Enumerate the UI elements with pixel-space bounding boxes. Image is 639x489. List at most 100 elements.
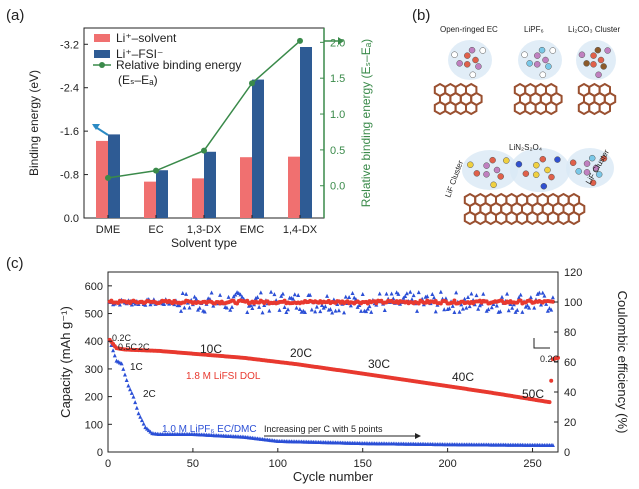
annot-0-5c: 0.5C <box>118 342 138 352</box>
ce-point-lipf6 <box>515 307 520 312</box>
ce-point-lipf6 <box>228 307 233 312</box>
ce-point-lipf6 <box>309 307 314 312</box>
ce-point-lipf6 <box>202 309 207 314</box>
capacity-point-lipf6 <box>124 378 129 382</box>
ce-point-lipf6 <box>197 305 202 310</box>
graphene-hexagon <box>505 210 518 226</box>
ce-point-lipf6 <box>532 305 537 310</box>
y2-tick-label: 1.0 <box>330 109 345 121</box>
ce-point-lipf6 <box>460 306 465 311</box>
ce-point-lipf6 <box>269 289 274 294</box>
lif-cluster-right-atom <box>589 179 597 187</box>
capacity-point-lipf6 <box>139 418 144 423</box>
ce-point-lipf6 <box>516 295 521 300</box>
ce-point-lipf6 <box>518 292 523 297</box>
chart-c-xlabel: Cycle number <box>293 469 374 484</box>
lin2s2o4-cluster-atom <box>539 155 547 163</box>
label-li2co3: Li₂CO₃ Cluster <box>568 25 620 34</box>
ce-point-lipf6 <box>333 308 338 313</box>
ce-point-lipf6 <box>528 295 533 300</box>
open-ringed-ec-atom <box>475 63 482 70</box>
ce-point-lipf6 <box>321 305 326 310</box>
annot-1c: 1C <box>130 362 143 373</box>
ce-point-lipf6 <box>415 308 420 313</box>
ce-point-lipf6 <box>539 302 544 307</box>
ce-point-lipf6 <box>384 291 389 296</box>
chart-c-ylabel: Capacity (mAh g⁻¹) <box>58 306 73 418</box>
ce-point-lipf6 <box>454 290 459 295</box>
ce-point-lipf6 <box>486 307 491 312</box>
graphene-hexagon <box>567 210 581 226</box>
ce-point-lipf6 <box>260 310 265 315</box>
ce-point-lipf6 <box>187 305 192 310</box>
x-tick-label: EMC <box>240 224 265 236</box>
ce-point-lipf6 <box>209 290 214 295</box>
ce-point-lipf6 <box>464 305 469 310</box>
chart-a-ylabel: Binding energy (eV) <box>27 70 41 176</box>
ce-point-lipf6 <box>267 308 272 313</box>
graphene-hexagon <box>444 100 457 116</box>
graphene-hexagon <box>484 210 497 226</box>
ce-point-lipf6 <box>357 302 362 307</box>
panel-label-b: (b) <box>412 7 430 24</box>
arrow-head-a <box>92 124 100 130</box>
ce-point-lipf6 <box>292 292 297 297</box>
y-tick-label: 200 <box>85 392 103 404</box>
lin2s2o4-cluster-atom <box>522 170 530 177</box>
graphene-hexagon <box>524 100 537 116</box>
capacity-point-lipf6 <box>126 383 131 388</box>
ce-point-lipf6 <box>403 293 408 298</box>
label-lif-cluster-left: LiF Cluster <box>443 159 465 199</box>
lipf6-cluster-atom <box>534 52 541 59</box>
lin2s2o4-cluster-atom <box>515 160 523 168</box>
lin2s2o4-cluster-atom <box>544 166 551 174</box>
bar-li-solvent-3 <box>240 157 252 218</box>
cycling-chart: 0 50 100 150 200 250 0 100 200 300 400 500 600 0 20 40 6… <box>58 267 630 484</box>
lif-cluster-left-atom <box>489 156 496 164</box>
ce-point-lipf6 <box>394 290 399 295</box>
graphene-hexagon <box>557 210 570 226</box>
y-tick-label: 600 <box>85 281 103 293</box>
ce-point-lipf6 <box>523 304 528 309</box>
ce-point-lipf6 <box>211 303 216 308</box>
capacity-point-lipf6 <box>136 411 141 416</box>
graphene-hexagon <box>534 100 547 116</box>
ce-point-lipf6 <box>508 301 513 306</box>
y-tick-label: -1.6 <box>60 126 79 138</box>
graphene-hexagon <box>495 210 508 226</box>
legend-label-line: Relative binding energy <box>116 58 241 72</box>
ce-point-lipf6 <box>294 305 299 310</box>
ce-point-lipf6 <box>343 294 348 299</box>
lif-cluster-right-atom <box>588 154 596 162</box>
ce-point-lipf6 <box>365 306 370 311</box>
ce-point-lipf6 <box>476 306 481 311</box>
label-lipf6: LiPF₆ <box>524 25 544 34</box>
ce-point-lipf6 <box>513 309 518 314</box>
ce-point-lipf6 <box>457 309 462 314</box>
ce-point-lipf6 <box>450 303 455 308</box>
ce-point-lipf6 <box>527 305 532 310</box>
y2-tick-label: 0 <box>564 447 570 459</box>
annot-50c: 50C <box>522 387 544 401</box>
capacity-point-lipf6 <box>141 421 146 426</box>
ce-point-lipf6 <box>408 289 413 294</box>
panel-label-c: (c) <box>6 255 24 272</box>
label-lin2s2o4: LiN₂S₂O₄ <box>509 143 542 152</box>
li2co3-cluster-atom <box>590 52 597 59</box>
capacity-point-lipf6 <box>111 348 116 353</box>
ce-point-lipf6 <box>498 309 503 314</box>
arrow-end-cycle <box>533 338 550 349</box>
ce-point-lipf6 <box>404 291 409 296</box>
ce-point-lipf6 <box>377 291 382 296</box>
ce-point-lipf6 <box>545 308 550 313</box>
ce-point-lipf6 <box>452 310 457 315</box>
panel-label-a: (a) <box>6 7 24 24</box>
x-tick-label: 50 <box>187 458 199 470</box>
legend-marker-line <box>99 62 105 68</box>
ce-point-lipf6 <box>348 303 353 308</box>
ce-point-lipf6 <box>257 304 262 309</box>
series-label-lipf6: 1.0 M LiPF₆ EC/DMC <box>162 424 257 435</box>
ce-point-lipf6 <box>409 297 414 302</box>
ce-point-lipf6 <box>459 302 464 307</box>
ce-point-lipf6 <box>180 291 185 296</box>
